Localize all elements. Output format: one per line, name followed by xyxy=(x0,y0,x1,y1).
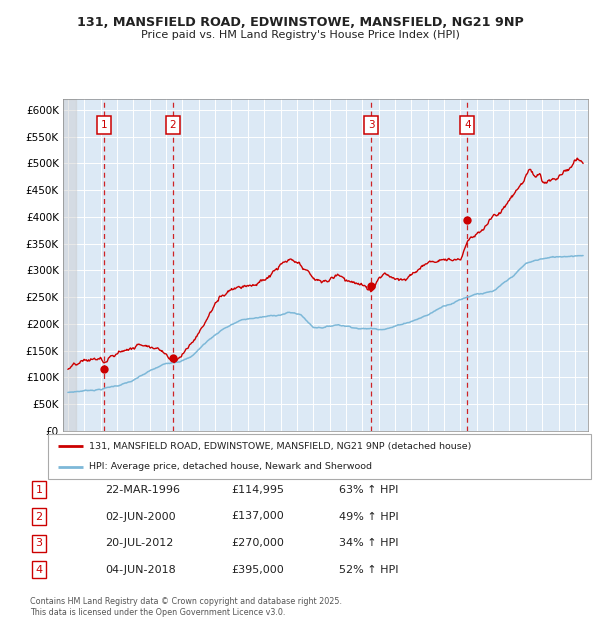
Text: 63% ↑ HPI: 63% ↑ HPI xyxy=(339,485,398,495)
Text: 2: 2 xyxy=(170,120,176,130)
Bar xyxy=(63,99,76,431)
Text: 131, MANSFIELD ROAD, EDWINSTOWE, MANSFIELD, NG21 9NP (detached house): 131, MANSFIELD ROAD, EDWINSTOWE, MANSFIE… xyxy=(89,441,471,451)
Bar xyxy=(63,99,76,431)
Text: Price paid vs. HM Land Registry's House Price Index (HPI): Price paid vs. HM Land Registry's House … xyxy=(140,30,460,40)
Text: 20-JUL-2012: 20-JUL-2012 xyxy=(105,538,173,548)
Text: £137,000: £137,000 xyxy=(231,512,284,521)
Text: HPI: Average price, detached house, Newark and Sherwood: HPI: Average price, detached house, Newa… xyxy=(89,462,372,471)
Text: 1: 1 xyxy=(101,120,107,130)
Text: 34% ↑ HPI: 34% ↑ HPI xyxy=(339,538,398,548)
Text: £114,995: £114,995 xyxy=(231,485,284,495)
Text: 22-MAR-1996: 22-MAR-1996 xyxy=(105,485,180,495)
Text: 4: 4 xyxy=(464,120,470,130)
Text: 49% ↑ HPI: 49% ↑ HPI xyxy=(339,512,398,521)
Text: 1: 1 xyxy=(35,485,43,495)
Text: 02-JUN-2000: 02-JUN-2000 xyxy=(105,512,176,521)
Text: £395,000: £395,000 xyxy=(231,565,284,575)
Text: £270,000: £270,000 xyxy=(231,538,284,548)
Text: 3: 3 xyxy=(35,538,43,548)
Text: 2: 2 xyxy=(35,512,43,521)
Text: Contains HM Land Registry data © Crown copyright and database right 2025.
This d: Contains HM Land Registry data © Crown c… xyxy=(30,598,342,617)
Text: 4: 4 xyxy=(35,565,43,575)
Text: 131, MANSFIELD ROAD, EDWINSTOWE, MANSFIELD, NG21 9NP: 131, MANSFIELD ROAD, EDWINSTOWE, MANSFIE… xyxy=(77,16,523,29)
Text: 52% ↑ HPI: 52% ↑ HPI xyxy=(339,565,398,575)
Text: 04-JUN-2018: 04-JUN-2018 xyxy=(105,565,176,575)
FancyBboxPatch shape xyxy=(48,434,591,479)
Text: 3: 3 xyxy=(368,120,374,130)
